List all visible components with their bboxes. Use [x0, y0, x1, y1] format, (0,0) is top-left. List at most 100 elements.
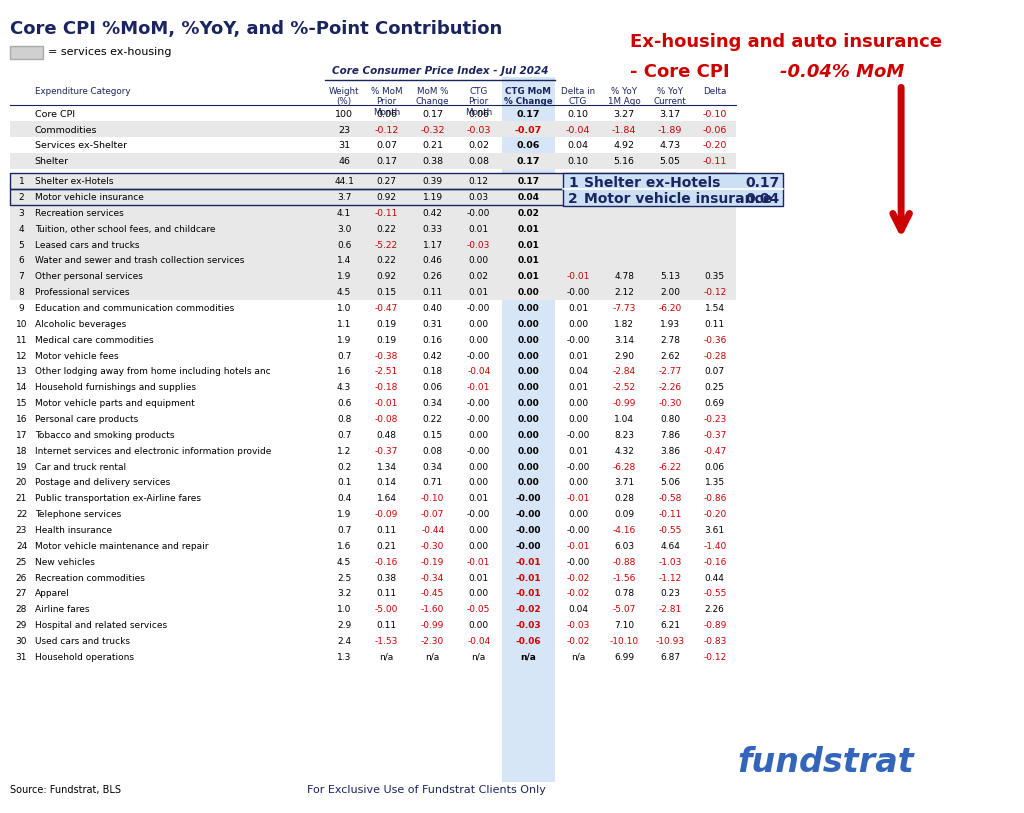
- Text: -2.81: -2.81: [658, 605, 682, 615]
- Text: Ex-housing and auto insurance: Ex-housing and auto insurance: [630, 33, 942, 50]
- Text: MoM %
Change: MoM % Change: [416, 87, 450, 107]
- Text: 3: 3: [18, 209, 25, 218]
- Text: -2.51: -2.51: [375, 367, 398, 376]
- Text: -0.06: -0.06: [702, 125, 727, 135]
- Text: 13: 13: [15, 367, 28, 376]
- Text: 30: 30: [15, 637, 28, 646]
- Text: Commodities: Commodities: [35, 125, 97, 135]
- Text: -0.83: -0.83: [703, 637, 726, 646]
- Text: 0.00: 0.00: [469, 256, 488, 266]
- Text: 6: 6: [18, 256, 25, 266]
- Text: -0.00: -0.00: [467, 446, 490, 456]
- Text: 0.23: 0.23: [660, 589, 680, 598]
- Text: Recreation commodities: Recreation commodities: [35, 573, 144, 583]
- Text: 0.11: 0.11: [377, 621, 396, 630]
- Text: 4.5: 4.5: [337, 288, 351, 298]
- Text: Motor vehicle insurance: Motor vehicle insurance: [35, 193, 143, 202]
- Text: 0.18: 0.18: [423, 367, 442, 376]
- Text: CTG
Prior
Month: CTG Prior Month: [465, 87, 493, 117]
- Text: -2.26: -2.26: [658, 383, 682, 393]
- Text: 0.00: 0.00: [568, 320, 588, 329]
- Text: 0.2: 0.2: [337, 463, 351, 472]
- Text: 0.04: 0.04: [568, 367, 588, 376]
- Text: 23: 23: [338, 125, 350, 135]
- Text: 31: 31: [338, 141, 350, 150]
- Text: Used cars and trucks: Used cars and trucks: [35, 637, 130, 646]
- Text: 0.01: 0.01: [568, 304, 588, 313]
- Text: 3.0: 3.0: [337, 224, 351, 234]
- Text: -0.00: -0.00: [566, 288, 590, 298]
- Text: -6.22: -6.22: [658, 463, 682, 472]
- Text: -0.07: -0.07: [515, 125, 542, 135]
- Text: 0.17: 0.17: [376, 157, 397, 167]
- Text: 0.01: 0.01: [517, 224, 540, 234]
- Text: 6.99: 6.99: [614, 653, 634, 662]
- Text: Tuition, other school fees, and childcare: Tuition, other school fees, and childcar…: [35, 224, 215, 234]
- Text: -1.03: -1.03: [658, 558, 682, 567]
- Text: -0.11: -0.11: [658, 510, 682, 520]
- Text: 19.54: 19.54: [611, 193, 637, 202]
- Text: -0.55: -0.55: [703, 589, 726, 598]
- Text: 3.86: 3.86: [660, 446, 680, 456]
- Text: -0.03: -0.03: [467, 241, 490, 250]
- Text: -0.32: -0.32: [421, 125, 444, 135]
- Text: 1: 1: [18, 177, 25, 186]
- Text: Alcoholic beverages: Alcoholic beverages: [35, 320, 126, 329]
- Text: 0.00: 0.00: [517, 288, 540, 298]
- Text: 7.10: 7.10: [614, 621, 634, 630]
- Text: 1.35: 1.35: [705, 478, 725, 488]
- Text: 0.26: 0.26: [423, 272, 442, 281]
- Text: -0.00: -0.00: [467, 399, 490, 408]
- Text: 0.01: 0.01: [568, 383, 588, 393]
- Text: -0.00: -0.00: [566, 558, 590, 567]
- Text: 0.02: 0.02: [469, 272, 488, 281]
- Text: -0.44: -0.44: [421, 526, 444, 535]
- Text: % MoM
Prior
Month: % MoM Prior Month: [371, 87, 402, 117]
- Text: -0.86: -0.86: [703, 494, 726, 503]
- Text: 0.04: 0.04: [745, 192, 779, 206]
- Text: Internet services and electronic information provide: Internet services and electronic informa…: [35, 446, 271, 456]
- Text: -0.00: -0.00: [467, 304, 490, 313]
- Text: Core Consumer Price Index - Jul 2024: Core Consumer Price Index - Jul 2024: [332, 66, 548, 76]
- Text: Motor vehicle maintenance and repair: Motor vehicle maintenance and repair: [35, 541, 208, 551]
- Text: 5.42: 5.42: [614, 177, 634, 186]
- Text: -1.53: -1.53: [375, 637, 398, 646]
- Text: -0.16: -0.16: [375, 558, 398, 567]
- Text: -0.01: -0.01: [467, 383, 490, 393]
- Text: 4.5: 4.5: [337, 558, 351, 567]
- Text: 20: 20: [15, 478, 28, 488]
- Text: 0.07: 0.07: [376, 141, 397, 150]
- Text: 0.00: 0.00: [517, 415, 540, 424]
- Text: -0.10: -0.10: [421, 494, 444, 503]
- Text: 0.33: 0.33: [423, 224, 442, 234]
- Text: Recreation services: Recreation services: [35, 209, 124, 218]
- Text: 0.80: 0.80: [660, 415, 680, 424]
- Text: -0.01: -0.01: [515, 573, 542, 583]
- Text: 0.00: 0.00: [517, 304, 540, 313]
- Text: 26: 26: [15, 573, 28, 583]
- Text: Leased cars and trucks: Leased cars and trucks: [35, 241, 139, 250]
- Text: 0.00: 0.00: [469, 621, 488, 630]
- Text: 3.7: 3.7: [337, 193, 351, 202]
- Text: Motor vehicle parts and equipment: Motor vehicle parts and equipment: [35, 399, 195, 408]
- Text: 1: 1: [568, 176, 579, 190]
- Text: 25: 25: [15, 558, 28, 567]
- Text: 11: 11: [15, 336, 28, 345]
- Text: Household furnishings and supplies: Household furnishings and supplies: [35, 383, 196, 393]
- Text: n/a: n/a: [426, 653, 439, 662]
- Text: 0.01: 0.01: [568, 446, 588, 456]
- Text: Public transportation ex-Airline fares: Public transportation ex-Airline fares: [35, 494, 201, 503]
- Text: -0.47: -0.47: [703, 446, 726, 456]
- Text: 0.00: 0.00: [517, 431, 540, 440]
- Text: 0.39: 0.39: [423, 177, 442, 186]
- Text: 0.69: 0.69: [705, 399, 725, 408]
- Text: Services ex-Shelter: Services ex-Shelter: [35, 141, 127, 150]
- Text: Motor vehicle insurance: Motor vehicle insurance: [584, 192, 772, 206]
- Text: 7.86: 7.86: [660, 431, 680, 440]
- Text: Telephone services: Telephone services: [35, 510, 121, 520]
- Text: 0.08: 0.08: [468, 157, 489, 167]
- Text: -1.89: -1.89: [658, 125, 682, 135]
- Text: 4.1: 4.1: [337, 209, 351, 218]
- Text: -0.02: -0.02: [515, 605, 542, 615]
- Text: 0.04: 0.04: [517, 193, 540, 202]
